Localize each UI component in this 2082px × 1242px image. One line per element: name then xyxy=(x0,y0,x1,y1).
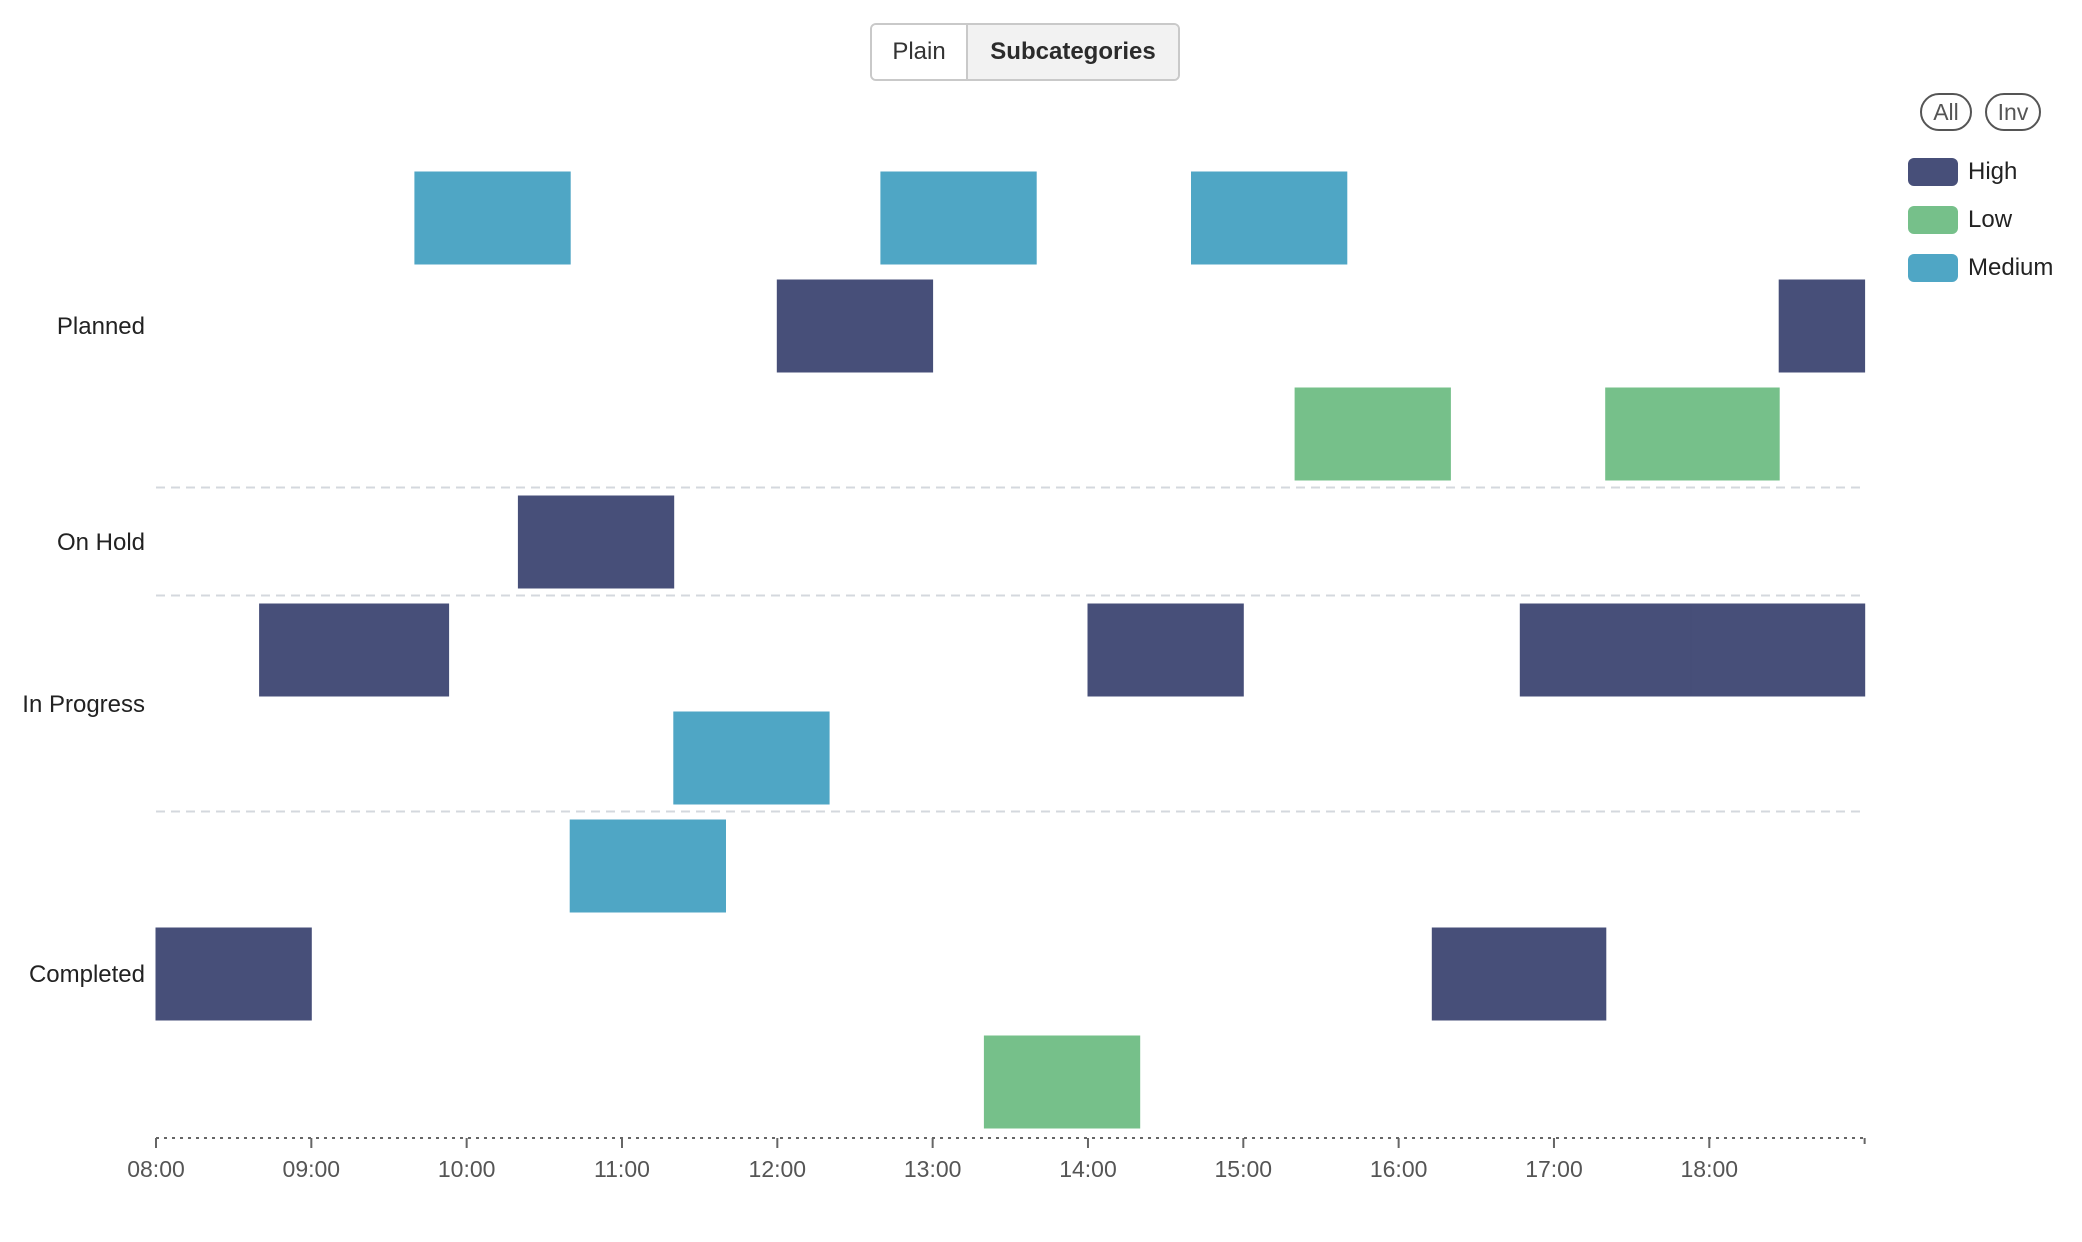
task-bar xyxy=(1778,279,1866,373)
task-bar xyxy=(569,819,727,913)
legend-invert-button[interactable]: Inv xyxy=(1985,93,2041,131)
x-tick-label: 11:00 xyxy=(594,1156,650,1182)
legend-swatch xyxy=(1908,206,1958,234)
x-tick-label: 14:00 xyxy=(1059,1156,1117,1182)
category-label: In Progress xyxy=(22,691,145,718)
category-label: Completed xyxy=(29,961,145,988)
task-bar xyxy=(880,171,1037,265)
legend-item-high[interactable]: High xyxy=(1908,148,2053,196)
legend-swatch xyxy=(1908,158,1958,186)
x-tick-label: 15:00 xyxy=(1215,1156,1273,1182)
task-bar xyxy=(776,279,934,373)
x-tick-label: 12:00 xyxy=(749,1156,807,1182)
task-bar xyxy=(1431,927,1607,1021)
task-bar xyxy=(1690,603,1866,697)
task-bar xyxy=(1519,603,1692,697)
legend-label: Low xyxy=(1968,206,2013,233)
x-tick-label: 10:00 xyxy=(438,1156,496,1182)
task-bar xyxy=(155,927,312,1021)
x-tick-label: 09:00 xyxy=(283,1156,341,1182)
legend-label: Medium xyxy=(1968,254,2054,281)
category-label: On Hold xyxy=(57,529,145,556)
task-bar xyxy=(517,495,675,589)
task-bar xyxy=(1087,603,1244,697)
view-toggle: Plain Subcategories xyxy=(870,23,1180,81)
subcategories-view-button[interactable]: Subcategories xyxy=(968,25,1178,79)
task-bar xyxy=(1191,171,1348,265)
legend: High Low Medium xyxy=(1908,148,2053,292)
x-tick-label: 13:00 xyxy=(904,1156,962,1182)
x-tick-label: 18:00 xyxy=(1681,1156,1739,1182)
task-bar xyxy=(1294,387,1451,481)
legend-label: High xyxy=(1968,158,2018,185)
task-bar xyxy=(983,1035,1141,1129)
task-bar xyxy=(1605,387,1780,481)
task-bar xyxy=(414,171,571,265)
x-tick-label: 16:00 xyxy=(1370,1156,1428,1182)
plain-view-button[interactable]: Plain xyxy=(872,25,968,79)
legend-select-all-button[interactable]: All xyxy=(1920,93,1972,131)
x-tick-label: 17:00 xyxy=(1525,1156,1583,1182)
legend-item-low[interactable]: Low xyxy=(1908,196,2053,244)
task-bar xyxy=(259,603,450,697)
category-label: Planned xyxy=(57,313,145,340)
legend-item-medium[interactable]: Medium xyxy=(1908,244,2053,292)
task-bar xyxy=(673,711,830,805)
x-tick-label: 08:00 xyxy=(127,1156,185,1182)
legend-swatch xyxy=(1908,254,1958,282)
